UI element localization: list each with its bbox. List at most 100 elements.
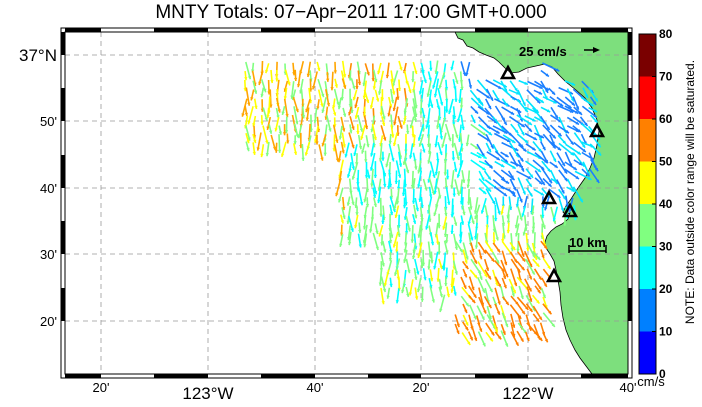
current-vector-head	[489, 288, 493, 293]
current-vector-head	[432, 174, 436, 178]
current-vector-head	[526, 247, 530, 251]
current-vector-head	[264, 117, 268, 121]
current-vector-head	[443, 172, 447, 176]
colorbar-tick-label: 70	[659, 70, 673, 84]
current-vector-head	[528, 121, 532, 125]
current-vector-head	[418, 143, 422, 147]
current-vector-head	[454, 168, 458, 172]
current-vector-head	[351, 144, 355, 149]
scale-vector: 25 cm/s	[519, 44, 600, 59]
current-vector-head	[486, 95, 490, 99]
current-vector-head	[433, 190, 437, 194]
current-vector-head	[514, 225, 519, 229]
current-vector-head	[408, 89, 412, 93]
current-vector-head	[545, 73, 549, 77]
current-vector-head	[381, 157, 385, 161]
current-vector-head	[457, 118, 461, 123]
current-vector-head	[434, 70, 438, 74]
current-vector-head	[595, 167, 599, 172]
current-vector-head	[560, 207, 564, 212]
current-vector-head	[594, 119, 598, 123]
current-vector-head	[366, 72, 370, 76]
current-vector-head	[456, 174, 461, 178]
current-vector-head	[363, 199, 367, 203]
current-vector-head	[332, 105, 336, 109]
current-vector-head	[554, 164, 558, 168]
current-vector-head	[351, 176, 356, 180]
current-vector-head	[540, 192, 544, 196]
current-vector-head	[520, 158, 524, 162]
current-vector-head	[260, 93, 264, 98]
current-vector-head	[553, 100, 557, 104]
current-vector-head	[538, 138, 542, 142]
current-vector-head	[397, 233, 401, 237]
current-vector-head	[354, 115, 359, 119]
current-vector-head	[351, 126, 355, 130]
current-vector-head	[586, 173, 590, 177]
current-vector-head	[511, 293, 515, 297]
current-vector-head	[295, 134, 299, 138]
current-vector-head	[323, 152, 327, 156]
current-vector-head	[339, 243, 343, 247]
current-vector-head	[514, 87, 518, 92]
current-vector-head	[365, 204, 370, 208]
current-vector-head	[362, 95, 367, 99]
current-vector-head	[390, 99, 395, 104]
current-vector-head	[565, 130, 569, 134]
current-vector-head	[528, 183, 532, 187]
current-vector-head	[436, 125, 440, 129]
current-vector-head	[321, 93, 325, 98]
current-vector-head	[496, 130, 500, 134]
current-vector-head	[454, 246, 458, 250]
current-vector-head	[559, 103, 564, 107]
current-vector-head	[326, 102, 331, 107]
current-vector-head	[489, 337, 493, 342]
current-vector-head	[417, 234, 421, 238]
current-vector	[492, 116, 506, 132]
y-tick-label: 20'	[40, 314, 57, 329]
current-vector-head	[516, 248, 520, 252]
current-vector-head	[455, 80, 459, 84]
current-vector-head	[328, 128, 332, 132]
current-vector-head	[488, 148, 491, 153]
current-vector-head	[336, 102, 340, 106]
current-vector-head	[454, 98, 458, 102]
current-vector-head	[521, 253, 525, 257]
current-vector-head	[482, 342, 486, 347]
current-vector-head	[582, 144, 586, 148]
current-vector-head	[522, 191, 526, 195]
current-vector-head	[417, 254, 421, 258]
current-vector-head	[301, 157, 305, 161]
current-vector-head	[492, 200, 495, 205]
current-vector-head	[460, 86, 464, 90]
current-vector-head	[473, 294, 477, 298]
colorbar-segment	[639, 119, 656, 162]
current-vector-head	[359, 201, 364, 206]
y-tick-label: 30'	[40, 247, 57, 262]
current-vector-head	[342, 215, 346, 219]
current-vector-head	[427, 150, 432, 154]
current-vector-head	[498, 85, 502, 89]
current-vector-head	[450, 66, 454, 71]
scale-bar: 10 km	[568, 235, 607, 253]
current-vector-head	[474, 245, 479, 249]
current-vector-head	[523, 148, 527, 152]
current-vector-head	[439, 151, 443, 155]
current-vector-head	[524, 108, 528, 113]
current-vector-head	[536, 300, 540, 304]
current-vector-head	[573, 166, 577, 170]
current-vector-head	[414, 215, 418, 219]
current-vector-head	[358, 146, 363, 150]
current-vector-head	[557, 147, 561, 151]
current-vector-head	[431, 299, 435, 303]
current-vector	[241, 98, 248, 117]
current-vector-head	[524, 139, 528, 143]
current-vector-head	[497, 336, 502, 340]
current-vector-head	[286, 140, 290, 144]
current-vector-head	[355, 86, 359, 90]
current-vector-head	[506, 139, 511, 142]
current-vector-head	[562, 140, 566, 144]
current-vector-head	[487, 275, 491, 280]
current-vector-head	[441, 265, 446, 269]
colorbar-tick-label: 50	[659, 155, 673, 169]
